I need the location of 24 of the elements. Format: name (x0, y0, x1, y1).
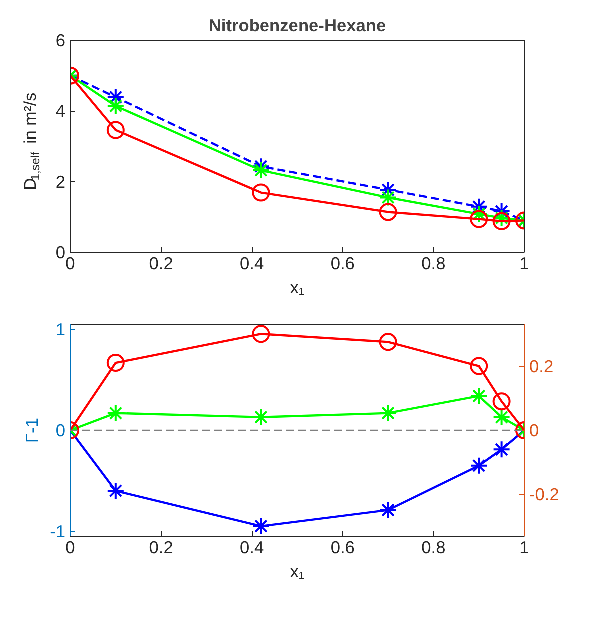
x-tick-label: 0.6 (330, 538, 355, 558)
y2-tick-label: 0 (530, 420, 540, 440)
y-tick-label: 1 (56, 320, 66, 340)
x-tick-label: 0.4 (240, 538, 265, 558)
y-tick-label: 6 (56, 30, 66, 50)
y2-tick-label: 0.2 (530, 356, 554, 376)
y-axis-title: Γ-1 (22, 418, 42, 443)
y-tick-label: 4 (56, 101, 66, 122)
y-tick-label: 2 (56, 172, 66, 192)
x-tick-label: 0.8 (422, 254, 446, 274)
x-tick-label: 0.2 (149, 254, 174, 274)
y-tick-label: 0 (56, 420, 66, 440)
x-tick-label: 0.2 (149, 538, 174, 558)
y-axis-title: D1,self in m²/s (21, 92, 42, 191)
chart-title: Nitrobenzene-Hexane (208, 16, 386, 36)
x-tick-label: 1 (520, 538, 530, 558)
y-tick-label: -1 (50, 521, 66, 542)
y2-tick-label: -0.2 (530, 484, 560, 505)
x-tick-label: 0.6 (330, 254, 355, 274)
x-tick-label: 0.8 (422, 538, 446, 558)
x-axis-title: x₁ (290, 278, 305, 298)
x-tick-label: 1 (520, 254, 530, 274)
x-axis-title: x₁ (290, 562, 305, 582)
x-tick-label: 0.4 (240, 254, 265, 274)
